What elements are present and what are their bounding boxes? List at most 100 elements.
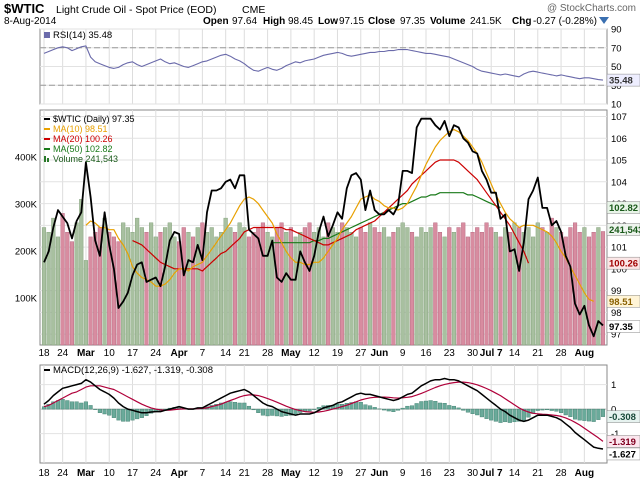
macd-histogram-bar: [475, 409, 479, 415]
price-y-tick-label: 101: [611, 243, 627, 254]
volume-y-tick-label: 100K: [15, 294, 38, 305]
volume-bar: [536, 223, 540, 345]
volume-bar: [368, 223, 372, 345]
x-tick-label: 12: [309, 348, 321, 359]
macd-histogram-bar: [466, 409, 470, 412]
x-tick-label: 18: [38, 468, 50, 479]
volume-bar: [513, 223, 517, 345]
x-tick-label: 23: [444, 348, 456, 359]
volume-bar: [308, 223, 312, 345]
macd-histogram-bar: [256, 409, 260, 413]
volume-bar: [65, 232, 69, 345]
price-y-tick-label: 104: [611, 177, 627, 188]
quote-date: 8-Aug-2014: [4, 16, 57, 27]
macd-histogram-bar: [103, 409, 107, 414]
macd-histogram-bar: [406, 406, 410, 409]
legend-ma50: MA(50) 102.82: [53, 144, 113, 154]
volume-bar: [578, 232, 582, 345]
volume-bar: [93, 232, 97, 345]
macd-histogram-bar: [382, 409, 386, 410]
macd-histogram-bar: [541, 409, 545, 410]
exchange-label: CME: [242, 4, 265, 16]
macd-histogram-bar: [368, 406, 372, 409]
volume-bar: [410, 232, 414, 345]
volume-bar: [429, 228, 433, 346]
down-triangle-icon[interactable]: [599, 17, 609, 24]
x-tick-label: Jun: [371, 348, 389, 359]
macd-histogram-bar: [364, 405, 368, 409]
volume-bar: [396, 228, 400, 346]
volume-bar: [424, 232, 428, 345]
value-badges: 35.48102.82100.2698.51241,54397.35-0.308…: [607, 74, 640, 460]
volume-bar: [406, 228, 410, 346]
volume-bar: [191, 237, 195, 345]
rsi-badge: 35.48: [609, 76, 633, 87]
volume-bar: [592, 232, 596, 345]
volume-bar: [103, 218, 107, 345]
macd-histogram-bar: [447, 405, 451, 409]
volume-bar: [601, 231, 605, 345]
x-tick-label: 14: [509, 468, 521, 479]
x-tick-label: 21: [239, 468, 251, 479]
volume-y-tick-label: 400K: [15, 153, 38, 164]
macd-histogram-bar: [419, 402, 423, 410]
low-label: Low: [318, 16, 338, 27]
ma10-badge: 98.51: [609, 297, 633, 308]
macd-histogram-bar: [242, 403, 246, 409]
volume-bar: [433, 223, 437, 345]
volume-bar: [233, 232, 237, 345]
x-tick-label: 27: [355, 348, 367, 359]
volume-bar: [84, 260, 88, 345]
low-value: 97.15: [339, 16, 364, 27]
volume-bar: [583, 228, 587, 346]
x-tick-label: 16: [420, 348, 432, 359]
volume-bar: [317, 228, 321, 346]
price-y-tick-label: 106: [611, 134, 627, 145]
x-tick-label: 16: [420, 468, 432, 479]
volume-bar: [354, 237, 358, 345]
x-tick-label: Aug: [575, 348, 594, 359]
macd-y-tick-label: 1: [611, 380, 616, 391]
macd-legend: MACD(12,26,9) -1.627, -1.319, -0.308: [44, 365, 213, 376]
volume-bar: [159, 232, 163, 345]
macd-histogram-bar: [513, 409, 517, 422]
volume-bar: [494, 232, 498, 345]
volume-bar: [447, 228, 451, 346]
macd-histogram-bar: [559, 409, 563, 413]
macd-histogram-bar: [233, 402, 237, 409]
volume-bar: [443, 237, 447, 345]
volume-bar: [489, 228, 493, 346]
macd-histogram-bar: [387, 409, 391, 411]
macd-badge: -1.627: [609, 449, 636, 460]
macd-histogram-bar: [107, 409, 111, 415]
volume-bar: [471, 232, 475, 345]
x-tick-label: 28: [262, 348, 274, 359]
volume-bar: [247, 237, 251, 345]
x-tick-label: May: [281, 468, 301, 479]
volume-bar: [238, 223, 242, 345]
volume-bar: [61, 213, 65, 345]
macd-histogram-bar: [117, 409, 121, 420]
macd-histogram-bar: [121, 409, 125, 421]
macd-histogram-bar: [252, 409, 256, 410]
macd-histogram-bar: [238, 403, 242, 409]
close-badge: 97.35: [609, 322, 633, 333]
rsi-legend-text: RSI(14) 35.48: [53, 30, 112, 41]
x-tick-label: 14: [509, 348, 521, 359]
open-value: 97.64: [232, 16, 257, 27]
volume-bar: [461, 223, 465, 345]
x-tick-label: 28: [556, 348, 568, 359]
open-label: Open: [203, 16, 229, 27]
x-tick-label: 12: [309, 468, 321, 479]
volume-bar: [135, 218, 139, 345]
volume-bar: [485, 223, 489, 345]
macd-histogram-bar: [536, 409, 540, 410]
ma50-badge: 102.82: [609, 203, 638, 214]
volume-y-tick-label: 200K: [15, 247, 38, 258]
macd-histogram-bar: [433, 401, 437, 409]
volume-bar: [177, 242, 181, 345]
volume-bar: [350, 232, 354, 345]
volume-bar: [392, 232, 396, 345]
volume-badge: 241,543: [609, 225, 640, 236]
high-value: 98.45: [288, 16, 313, 27]
